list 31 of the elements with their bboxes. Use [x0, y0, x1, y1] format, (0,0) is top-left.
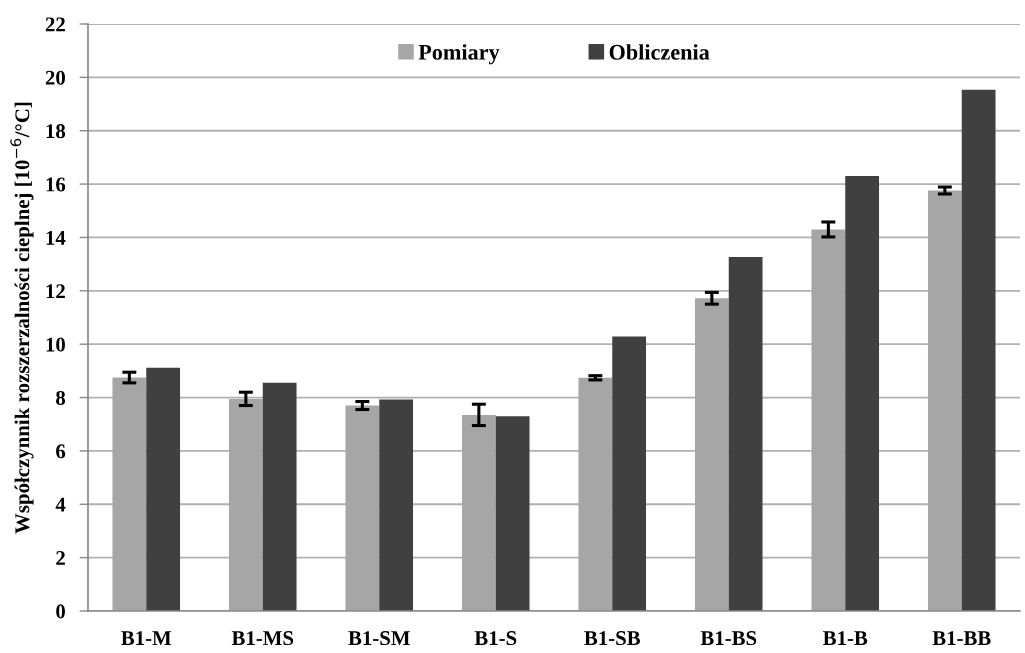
- bar: [146, 367, 181, 611]
- y-tick-label: 4: [55, 497, 66, 512]
- x-tick-label: B1-BS: [700, 631, 757, 646]
- bar: [612, 336, 647, 611]
- y-tick-label: 14: [46, 230, 66, 245]
- x-tick-label: B1-SB: [584, 631, 641, 646]
- y-tick-label: 22: [45, 17, 65, 32]
- bar: [495, 416, 530, 611]
- x-tick-label: B1-SM: [348, 631, 410, 646]
- bar: [961, 89, 996, 611]
- y-tick-label: 2: [56, 551, 65, 565]
- bar: [379, 399, 414, 611]
- y-tick-label: 0: [56, 604, 65, 619]
- bar: [262, 382, 297, 611]
- y-tick-label: 8: [56, 390, 66, 405]
- y-tick-label: 12: [46, 284, 65, 299]
- x-tick-label: B1-BB: [932, 631, 991, 645]
- y-tick-label: 16: [46, 177, 66, 192]
- y-tick-label: 18: [46, 124, 66, 139]
- y-tick-label: 6: [56, 444, 66, 459]
- x-tick-label: B1-MS: [231, 631, 294, 646]
- y-axis-title: Współczynnik rozszerzalności cieplnej [10$^{−6}$/°C]: [10, 102, 34, 534]
- x-tick-label: B1-M: [121, 631, 172, 645]
- x-tick-label: B1-S: [474, 631, 517, 646]
- bar: [845, 176, 880, 611]
- legend-label: Pomiary: [418, 44, 500, 65]
- bar: [728, 256, 763, 611]
- y-tick-label: 10: [46, 337, 65, 352]
- y-tick-label: 20: [45, 70, 65, 85]
- x-tick-label: B1-B: [823, 631, 868, 645]
- legend-label: Obliczenia: [609, 44, 710, 60]
